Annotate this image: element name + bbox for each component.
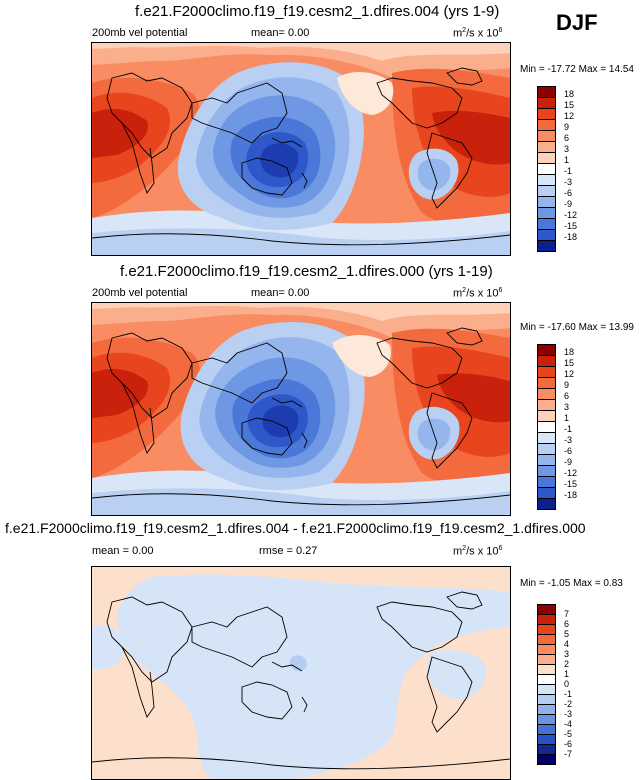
panel1-mean: mean= 0.00 [251, 27, 309, 39]
panel3-field [92, 567, 510, 779]
panel1-colorbar-label: -18 [564, 232, 578, 242]
panel2-colorbar-label: 18 [564, 347, 575, 357]
panel1-variable-label: 200mb vel potential [92, 27, 188, 39]
panel3-mean-value: 0.00 [132, 545, 154, 557]
panel3-title: f.e21.F2000climo.f19_f19.cesm2_1.dfires.… [5, 520, 586, 536]
panel1-mean-value: 0.00 [288, 27, 310, 39]
panel3-rmse-label: rmse = [259, 545, 293, 557]
panel1-colorbar-label: 3 [564, 144, 570, 154]
panel3-colorbar-label: 6 [564, 619, 570, 629]
panel3-colorbar-label: -2 [564, 699, 573, 709]
panel2-colorbar-label: 6 [564, 391, 570, 401]
panel1-colorbar-label: -3 [564, 177, 573, 187]
panel3-colorbar-swatch [537, 754, 556, 765]
panel2-colorbar-swatch [537, 498, 556, 510]
panel3-colorbar-label: 7 [564, 609, 570, 619]
panel2-colorbar-label: 12 [564, 369, 575, 379]
panel3-colorbar-label: 4 [564, 639, 570, 649]
panel2-units: m2/s x 106 [453, 287, 503, 300]
panel2-colorbar-label: 1 [564, 413, 570, 423]
panel1-colorbar-label: 18 [564, 89, 575, 99]
panel1-map [91, 42, 511, 256]
panel2-mean-value: 0.00 [288, 287, 310, 299]
panel3-mean: mean = 0.00 [92, 545, 153, 557]
panel1-field [92, 43, 510, 255]
panel3-rmse-value: 0.27 [296, 545, 318, 557]
panel3-min-max: Min = -1.05 Max = 0.83 [520, 578, 623, 589]
panel3-mean-label: mean = [92, 545, 129, 557]
panel2-mean: mean= 0.00 [251, 287, 309, 299]
panel3-colorbar-label: -4 [564, 719, 573, 729]
panel1-colorbar-label: -6 [564, 188, 573, 198]
panel3-colorbar-label: 0 [564, 679, 570, 689]
panel3-colorbar-label: 3 [564, 649, 570, 659]
panel1-min-max: Min = -17.72 Max = 14.54 [520, 64, 634, 75]
panel2-colorbar-label: 3 [564, 402, 570, 412]
panel1-colorbar-label: -1 [564, 166, 573, 176]
panel1-mean-label: mean= [251, 27, 285, 39]
panel1-colorbar-label: -9 [564, 199, 573, 209]
panel3-units: m2/s x 106 [453, 545, 503, 558]
panel2-mean-label: mean= [251, 287, 285, 299]
panel1-colorbar-label: 15 [564, 100, 575, 110]
panel2-colorbar-label: 9 [564, 380, 570, 390]
panel1-title: f.e21.F2000climo.f19_f19.cesm2_1.dfires.… [135, 3, 500, 20]
panel2-colorbar-label: -12 [564, 468, 578, 478]
panel3-colorbar-label: -5 [564, 729, 573, 739]
season-label: DJF [556, 10, 598, 35]
panel2-colorbar-label: -9 [564, 457, 573, 467]
panel3-colorbar-label: 1 [564, 669, 570, 679]
panel1-colorbar-label: 1 [564, 155, 570, 165]
panel3-colorbar-label: 5 [564, 629, 570, 639]
panel1-colorbar: 18 15 12 9 6 3 1 -1 -3 -6 -9 -12 -15 -18 [537, 86, 597, 256]
panel2-colorbar: 18 15 12 9 6 3 1 -1 -3 -6 -9 -12 -15 -18 [537, 344, 597, 514]
panel1-units: m2/s x 106 [453, 27, 503, 40]
panel1-colorbar-label: 9 [564, 122, 570, 132]
panel2-colorbar-label: -3 [564, 435, 573, 445]
panel3-colorbar-label: 2 [564, 659, 570, 669]
panel2-variable-label: 200mb vel potential [92, 287, 188, 299]
panel3-rmse: rmse = 0.27 [259, 545, 317, 557]
panel3-colorbar-label: -3 [564, 709, 573, 719]
panel2-colorbar-label: -6 [564, 446, 573, 456]
panel3-colorbar-label: -6 [564, 739, 573, 749]
panel1-colorbar-label: -15 [564, 221, 578, 231]
panel3-colorbar-label: -7 [564, 749, 573, 759]
panel3-map [91, 566, 511, 780]
panel3-colorbar: 7 6 5 4 3 2 1 0 -1 -2 -3 -4 -5 -6 -7 [537, 604, 597, 774]
panel2-min-max: Min = -17.60 Max = 13.99 [520, 322, 634, 333]
panel1-colorbar-label: 6 [564, 133, 570, 143]
panel2-colorbar-label: -15 [564, 479, 578, 489]
panel2-colorbar-label: -18 [564, 490, 578, 500]
panel2-colorbar-label: 15 [564, 358, 575, 368]
panel2-field [92, 303, 510, 515]
panel2-map [91, 302, 511, 516]
panel1-colorbar-label: -12 [564, 210, 578, 220]
panel3-colorbar-label: -1 [564, 689, 573, 699]
panel2-title: f.e21.F2000climo.f19_f19.cesm2_1.dfires.… [120, 263, 493, 280]
panel1-colorbar-swatch [537, 240, 556, 252]
panel1-colorbar-label: 12 [564, 111, 575, 121]
panel2-colorbar-label: -1 [564, 424, 573, 434]
